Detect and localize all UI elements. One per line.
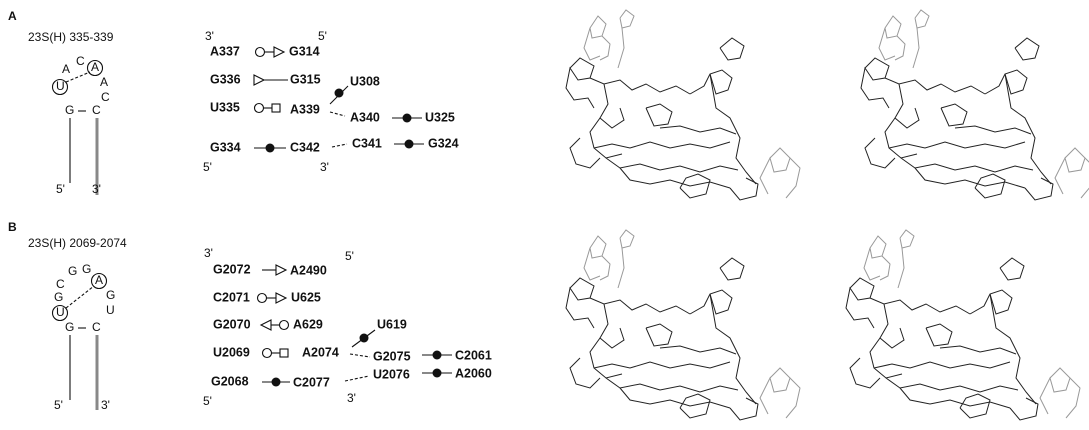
nucleotide: G2072 xyxy=(213,262,251,276)
filled-circle xyxy=(433,369,442,378)
nucleotide: A xyxy=(95,273,103,287)
filled-circle xyxy=(335,89,344,98)
nucleotide: G xyxy=(65,103,74,117)
nucleotide: A337 xyxy=(210,44,240,58)
tertiary-line xyxy=(330,112,345,116)
square-mark xyxy=(272,104,280,112)
strand-end: 5' xyxy=(56,182,65,196)
nucleotide: C xyxy=(92,320,101,334)
nucleotide: G336 xyxy=(210,72,241,86)
nucleotide: G xyxy=(65,320,74,334)
nucleotide: G315 xyxy=(290,72,321,86)
nucleotide: C2071 xyxy=(213,290,250,304)
tertiary-line xyxy=(345,376,369,381)
strand-end: 3' xyxy=(101,398,110,412)
strand-end: 5' xyxy=(318,29,327,43)
nucleotide: U335 xyxy=(210,100,240,114)
filled-circle xyxy=(360,334,369,343)
triangle-mark xyxy=(254,75,264,85)
nucleotide: A629 xyxy=(293,317,323,331)
triangle-mark xyxy=(276,265,286,275)
strand-end: 5' xyxy=(203,394,212,408)
nucleotide: C341 xyxy=(352,136,382,150)
nucleotide: U325 xyxy=(425,110,455,124)
stereo-image-left xyxy=(566,10,800,200)
panel-title: 23S(H) 2069-2074 xyxy=(28,236,127,250)
nucleotide: G324 xyxy=(428,136,459,150)
nucleotide: G2068 xyxy=(211,374,249,388)
nucleotide: C xyxy=(56,277,65,291)
page: A 23S(H) 335-339 A C A A C U G C 5' 3' 3… xyxy=(0,0,1089,430)
nucleotide: U2076 xyxy=(373,367,410,381)
circle-mark xyxy=(256,48,265,57)
nucleotide: G xyxy=(82,262,91,276)
circle-mark xyxy=(280,321,289,330)
nucleotide: A xyxy=(91,60,99,74)
nucleotide: A2074 xyxy=(302,345,339,359)
nucleotide: A340 xyxy=(350,110,380,124)
stereo-image-left xyxy=(566,230,800,420)
nucleotide: A2060 xyxy=(455,366,492,380)
nucleotide: C xyxy=(101,90,110,104)
nucleotide: A xyxy=(100,75,108,89)
stereo-image-right xyxy=(861,10,1089,200)
panel-label: B xyxy=(8,220,17,234)
strand-end: 5' xyxy=(54,398,63,412)
nucleotide: G2075 xyxy=(373,349,411,363)
nucleotide: G2070 xyxy=(213,317,251,331)
tertiary-line xyxy=(350,354,370,357)
filled-circle xyxy=(403,114,412,123)
strand-end: 3' xyxy=(205,29,214,43)
filled-circle xyxy=(433,351,442,360)
figure: A 23S(H) 335-339 A C A A C U G C 5' 3' 3… xyxy=(0,0,1089,430)
nucleotide: G314 xyxy=(289,44,320,58)
nucleotide: G xyxy=(68,264,77,278)
circle-mark xyxy=(255,104,264,113)
strand-end: 3' xyxy=(204,246,213,260)
strand-end: 3' xyxy=(92,182,101,196)
strand-end: 5' xyxy=(203,160,212,174)
nucleotide: G334 xyxy=(210,140,241,154)
nucleotide: C2061 xyxy=(455,348,492,362)
triangle-mark xyxy=(261,320,271,330)
square-mark xyxy=(280,349,288,357)
panel-title: 23S(H) 335-339 xyxy=(28,30,114,44)
tertiary-line xyxy=(332,144,347,147)
strand-end: 5' xyxy=(345,249,354,263)
nucleotide: U xyxy=(106,303,115,317)
stereo-image-right xyxy=(846,230,1080,420)
nucleotide: C342 xyxy=(290,140,320,154)
circle-mark xyxy=(258,294,267,303)
filled-circle xyxy=(266,144,275,153)
nucleotide: U308 xyxy=(350,74,380,88)
nucleotide: U625 xyxy=(291,290,321,304)
nucleotide: G xyxy=(106,288,115,302)
triangle-mark xyxy=(274,47,284,57)
nucleotide: U xyxy=(56,305,65,319)
strand-end: 3' xyxy=(320,160,329,174)
circle-mark xyxy=(263,349,272,358)
nucleotide: G xyxy=(54,290,63,304)
nucleotide: A xyxy=(62,62,70,76)
nucleotide: A339 xyxy=(290,102,320,116)
nucleotide: U xyxy=(56,79,65,93)
nucleotide: U2069 xyxy=(213,345,250,359)
strand-end: 3' xyxy=(347,391,356,405)
nucleotide: C xyxy=(92,103,101,117)
panel-label: A xyxy=(8,9,17,23)
nucleotide: A2490 xyxy=(290,263,327,277)
nucleotide: C2077 xyxy=(293,375,330,389)
filled-circle xyxy=(405,140,414,149)
triangle-mark xyxy=(276,293,286,303)
nucleotide: C xyxy=(76,54,85,68)
tertiary-line xyxy=(66,286,94,308)
nucleotide: U619 xyxy=(377,317,407,331)
filled-circle xyxy=(272,378,281,387)
